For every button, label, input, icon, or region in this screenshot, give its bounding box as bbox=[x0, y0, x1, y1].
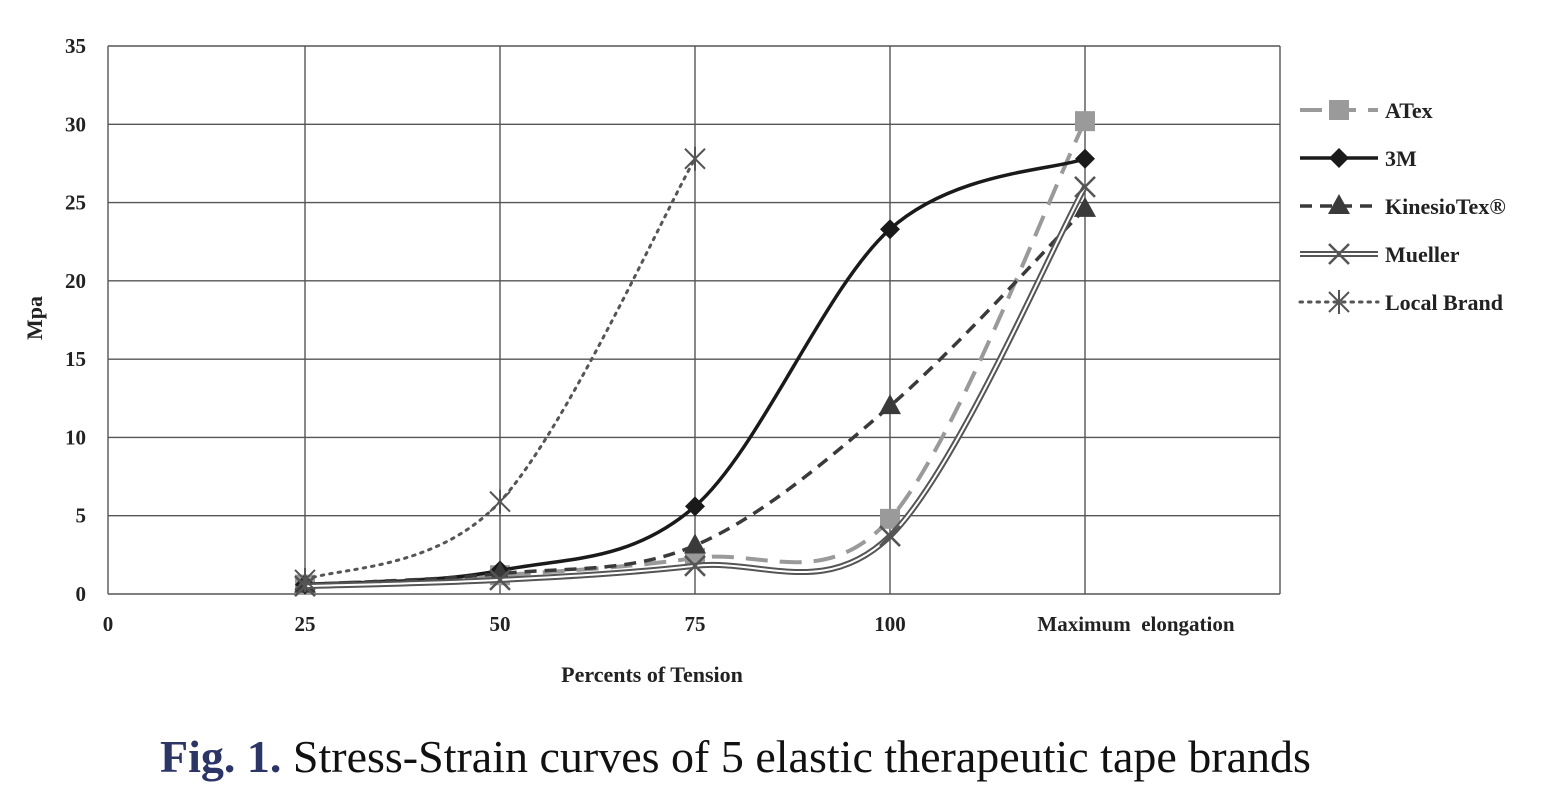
data-point-triangle bbox=[879, 394, 901, 415]
data-point-diamond bbox=[880, 219, 900, 240]
legend-marker bbox=[1329, 100, 1349, 120]
grid bbox=[107, 45, 1281, 595]
data-point-triangle bbox=[684, 533, 706, 554]
data-point-diamond bbox=[1075, 148, 1095, 169]
data-point-x bbox=[684, 554, 706, 577]
x-tick-label: 100 bbox=[874, 612, 906, 636]
y-axis-title: Mpa bbox=[22, 296, 47, 340]
legend-label: Local Brand bbox=[1385, 290, 1503, 315]
legend-marker bbox=[1328, 194, 1350, 214]
series-kinesiotex- bbox=[294, 196, 1096, 593]
y-tick-label: 10 bbox=[65, 425, 86, 449]
caption-text: Stress-Strain curves of 5 elastic therap… bbox=[281, 731, 1311, 782]
data-point-x bbox=[879, 525, 901, 547]
y-tick-label: 35 bbox=[65, 34, 86, 58]
legend-item: KinesioTex® bbox=[1300, 194, 1506, 219]
x-tick-label: 50 bbox=[490, 612, 511, 636]
series-mueller bbox=[294, 176, 1096, 598]
data-point-square bbox=[880, 508, 900, 529]
y-tick-label: 20 bbox=[65, 269, 86, 293]
x-tick-label: Maximum elongation bbox=[1037, 612, 1234, 636]
legend-marker bbox=[1328, 290, 1350, 314]
x-tick-label: 75 bbox=[685, 612, 706, 636]
legend-label: Mueller bbox=[1385, 242, 1460, 267]
legend-label: KinesioTex® bbox=[1385, 194, 1506, 219]
series-line bbox=[304, 207, 1087, 587]
y-tick-label: 5 bbox=[76, 504, 87, 528]
legend-item: Local Brand bbox=[1298, 290, 1503, 315]
caption-label: Fig. 1. bbox=[160, 731, 281, 782]
data-point-star bbox=[489, 489, 511, 514]
y-tick-label: 15 bbox=[65, 347, 86, 371]
data-point-star bbox=[684, 146, 706, 171]
y-tick-label: 25 bbox=[65, 191, 86, 215]
series-line bbox=[303, 157, 697, 582]
x-axis-title: Percents of Tension bbox=[561, 662, 743, 687]
series-line-inner bbox=[304, 186, 1086, 588]
legend-label: ATex bbox=[1385, 98, 1433, 123]
y-axis-ticks: 0 5 10 15 20 25 30 35 bbox=[65, 34, 86, 606]
y-tick-label: 0 bbox=[76, 582, 87, 606]
legend-item: Mueller bbox=[1300, 242, 1460, 267]
series bbox=[294, 111, 1096, 598]
x-axis-ticks: 0 25 50 75 100 Maximum elongation bbox=[103, 612, 1235, 636]
legend-marker bbox=[1328, 243, 1350, 265]
data-point-triangle bbox=[1074, 196, 1096, 217]
series-line bbox=[304, 157, 1086, 587]
data-point-x bbox=[489, 569, 511, 591]
x-tick-label: 25 bbox=[295, 612, 316, 636]
legend-item: 3M bbox=[1300, 146, 1417, 171]
legend-item: ATex bbox=[1300, 98, 1433, 123]
figure-caption: Fig. 1. Stress-Strain curves of 5 elasti… bbox=[160, 731, 1311, 782]
data-point-diamond bbox=[685, 496, 705, 517]
legend-label: 3M bbox=[1385, 146, 1417, 171]
series-local-brand bbox=[294, 146, 706, 592]
x-tick-label: 0 bbox=[103, 612, 114, 636]
data-point-x bbox=[1074, 176, 1096, 198]
legend-marker bbox=[1329, 148, 1349, 168]
legend: ATex 3M KinesioTex® Mueller Local Brand bbox=[1298, 98, 1506, 315]
data-point-star bbox=[294, 567, 316, 592]
data-point-square bbox=[1075, 111, 1095, 132]
y-tick-label: 30 bbox=[65, 112, 86, 136]
